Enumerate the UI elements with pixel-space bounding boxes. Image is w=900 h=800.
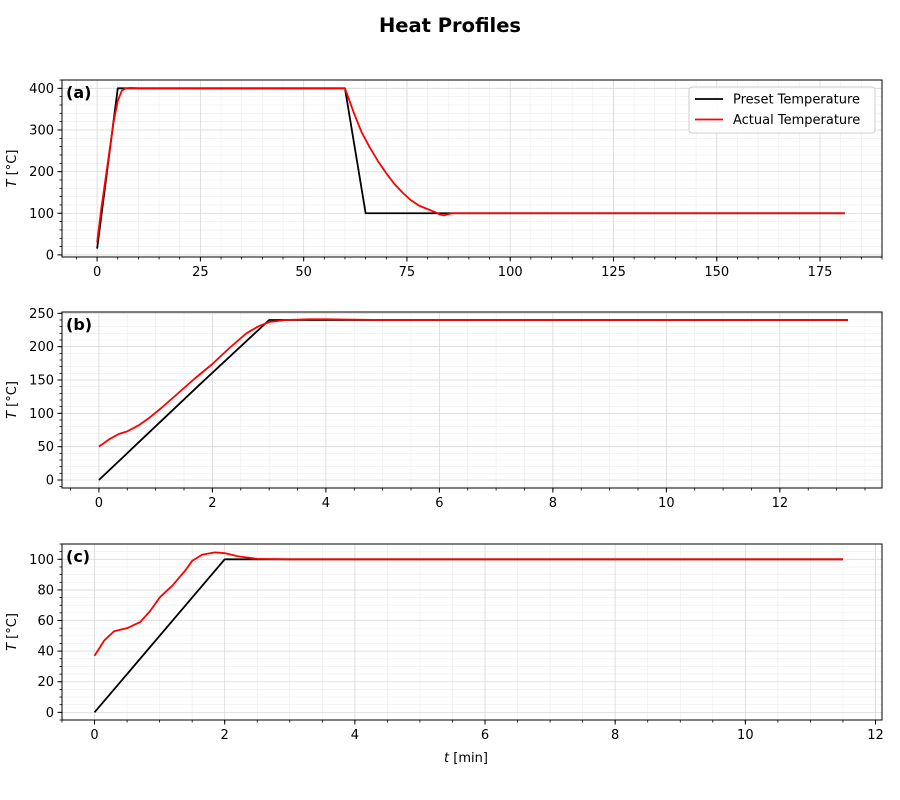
- figure-title: Heat Profiles: [379, 14, 521, 37]
- x-tick-label: 25: [192, 265, 209, 280]
- panel-a: 0 25 50 75 100 125 150 175 0 100 200 300 400 T [°C] (a…: [5, 79, 883, 280]
- x-tick-label: 6: [435, 496, 443, 511]
- x-tick-label: 6: [481, 728, 489, 743]
- panel-label: (b): [66, 315, 92, 334]
- y-tick-label: 50: [37, 440, 54, 455]
- y-tick-label: 200: [29, 165, 54, 180]
- x-tick-label: 12: [867, 728, 884, 743]
- panel-c: 0 2 4 6 8 10 12 0 20 40 60 80 100 T [°C] t [min] (c): [5, 543, 884, 766]
- y-tick-label: 200: [29, 340, 54, 355]
- panel-label: (a): [66, 83, 91, 102]
- x-tick-label: 125: [601, 265, 626, 280]
- x-tick-label: 100: [498, 265, 523, 280]
- y-tick-label: 0: [46, 248, 54, 263]
- x-tick-label: 175: [808, 265, 833, 280]
- x-tick-label: 2: [208, 496, 216, 511]
- y-tick-label: 100: [29, 207, 54, 222]
- plot-frame: [61, 543, 883, 721]
- x-tick-label: 2: [221, 728, 229, 743]
- x-tick-label: 0: [93, 265, 101, 280]
- panel-label: (c): [66, 547, 90, 566]
- y-axis-label: T [°C]: [5, 613, 20, 651]
- x-tick-label: 50: [295, 265, 312, 280]
- x-tick-label: 10: [658, 496, 675, 511]
- y-tick-label: 60: [37, 614, 54, 629]
- x-axis-label: t [min]: [444, 751, 488, 766]
- y-tick-label: 300: [29, 123, 54, 138]
- legend-label-preset-temperature: Preset Temperature: [733, 93, 860, 108]
- x-tick-label: 0: [95, 496, 103, 511]
- x-tick-label: 150: [704, 265, 729, 280]
- series-line-actual-temperature: [96, 87, 845, 243]
- plot-frame: [61, 79, 883, 258]
- x-tick-label: 0: [90, 728, 98, 743]
- y-tick-label: 100: [29, 407, 54, 422]
- series-group: [98, 318, 848, 481]
- x-tick-label: 75: [399, 265, 416, 280]
- y-tick-label: 0: [46, 474, 54, 489]
- x-tick-label: 10: [737, 728, 754, 743]
- panel-b: 0 2 4 6 8 10 12 0 50 100 150 200 250 T [°C] (b): [5, 307, 883, 511]
- legend-box: [688, 86, 876, 134]
- y-tick-label: 80: [37, 583, 54, 598]
- y-tick-label: 20: [37, 675, 54, 690]
- x-tick-label: 8: [611, 728, 619, 743]
- x-tick-label: 4: [322, 496, 330, 511]
- series-group: [93, 551, 843, 713]
- series-line-actual-temperature: [93, 551, 843, 657]
- y-tick-label: 0: [46, 706, 54, 721]
- y-tick-label: 150: [29, 374, 54, 389]
- x-tick-label: 8: [549, 496, 557, 511]
- series-line-actual-temperature: [98, 318, 848, 448]
- y-tick-label: 250: [29, 307, 54, 322]
- y-axis-label: T [°C]: [5, 150, 20, 188]
- y-axis-label: T [°C]: [5, 381, 20, 419]
- x-tick-label: 12: [772, 496, 789, 511]
- legend-label-actual-temperature: Actual Temperature: [733, 113, 860, 128]
- grid: [62, 312, 882, 488]
- x-tick-label: 4: [351, 728, 359, 743]
- legend: Preset Temperature Actual Temperature: [688, 86, 876, 134]
- series-group: [96, 87, 845, 249]
- y-tick-label: 40: [37, 645, 54, 660]
- y-tick-label: 400: [29, 82, 54, 97]
- y-tick-label: 100: [29, 553, 54, 568]
